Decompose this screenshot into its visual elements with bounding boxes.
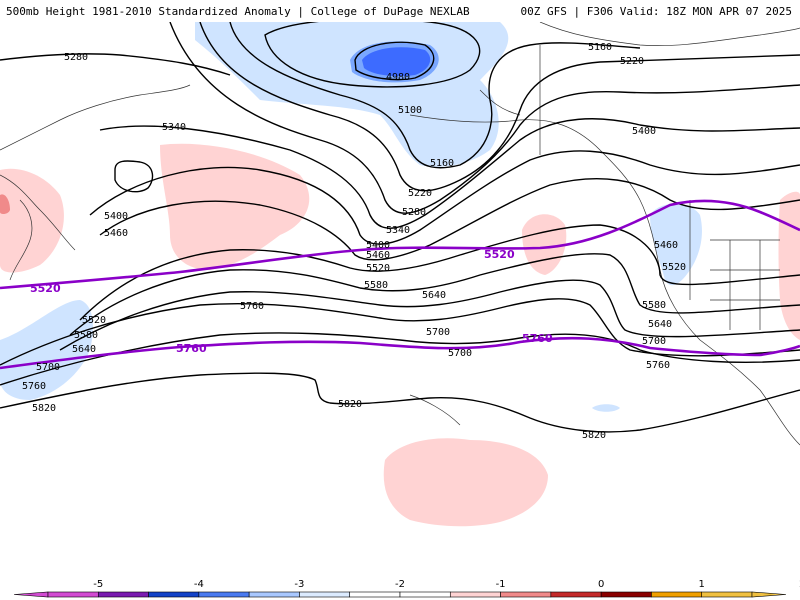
legend-color-swatch [399,591,451,598]
contour-label: 5580 [364,280,388,291]
contour-label: 5280 [402,207,426,218]
height-contours [0,22,800,433]
legend-color-swatch [148,591,200,598]
contour-label: 5520 [82,315,106,326]
legend-color-swatch [500,591,552,598]
contour-label: 4980 [386,72,410,83]
legend-color-swatch [198,591,250,598]
contour-label: 5400 [632,126,656,137]
negative-anomaly-center [362,47,431,77]
contour-label: 5520 [366,263,390,274]
contour-label: 5700 [448,348,472,359]
highlight-label: 5520 [484,248,515,261]
contour-label: 5640 [648,319,672,330]
legend-color-swatch [349,591,401,598]
contour-label: 5340 [386,225,410,236]
legend-tick-label: -5 [93,579,103,590]
color-scale-legend: -5-4-3-2-1012345 [0,577,800,600]
contour-label: 5700 [642,336,666,347]
contour-labels: 5280 4980 5100 5160 5160 5220 5220 5280 … [22,42,686,441]
legend-color-bar [13,591,787,598]
legend-tick-label: 1 [699,579,705,590]
contour-label: 5640 [72,344,96,355]
anomaly-shading [0,22,800,527]
legend-left-arrow [13,591,49,598]
legend-tick-label: -3 [294,579,304,590]
contour-label: 5220 [408,188,432,199]
map-header: 500mb Height 1981-2010 Standardized Anom… [0,0,800,22]
legend-color-swatch [97,591,149,598]
highlight-label: 5760 [176,342,207,355]
legend-color-swatch [550,591,602,598]
negative-anomaly-west-pacific [0,300,93,400]
contour-label: 5280 [64,52,88,63]
positive-anomaly-dark-core [0,194,10,215]
positive-anomaly-subtropics [383,438,548,527]
contour-label: 5820 [582,430,606,441]
legend-color-swatch [701,591,753,598]
legend-tick-label: -2 [395,579,405,590]
contour-label: 5220 [620,56,644,67]
highlight-label: 5760 [522,332,553,345]
highlight-label: 5520 [30,282,61,295]
legend-tick-labels: -5-4-3-2-1012345 [93,579,800,590]
contour-label: 5580 [74,330,98,341]
contour-label: 5400 [104,211,128,222]
contour-label: 5400 [366,240,390,251]
contour-label: 5160 [588,42,612,53]
contour-label: 5520 [662,262,686,273]
legend-color-swatch [248,591,300,598]
positive-anomaly-central-pacific [160,143,310,270]
contour-label: 5100 [398,105,422,116]
contour-label: 5760 [240,301,264,312]
legend-color-swatch [299,591,351,598]
weather-map[interactable]: 5280 4980 5100 5160 5160 5220 5220 5280 … [0,22,800,577]
legend-right-arrow [751,591,787,598]
legend-tick-label: -4 [194,579,204,590]
negative-anomaly-small [592,404,620,412]
contour-label: 5820 [338,399,362,410]
negative-anomaly-west-coast [650,203,702,286]
contour-label: 5700 [36,362,60,373]
contour-label: 5700 [426,327,450,338]
contour-label: 5580 [642,300,666,311]
legend-tick-label: 0 [598,579,604,590]
contour-label: 5760 [646,360,670,371]
positive-anomaly-us-southwest [778,191,800,340]
contour-label: 5460 [654,240,678,251]
legend-color-swatch [47,591,99,598]
model-run-info: 00Z GFS | F306 Valid: 18Z MON APR 07 202… [520,5,792,18]
contour-label: 5760 [22,381,46,392]
contour-label: 5340 [162,122,186,133]
contour-label: 5460 [104,228,128,239]
contour-label: 5820 [32,403,56,414]
coastlines [0,22,800,446]
highlighted-contour-labels: 5520 5520 5760 5760 [30,248,553,355]
contour-label: 5640 [422,290,446,301]
highlighted-contours [0,199,800,370]
map-title: 500mb Height 1981-2010 Standardized Anom… [6,5,470,18]
legend-color-swatch [600,591,652,598]
positive-anomaly-japan [0,168,64,273]
contour-label: 5460 [366,250,390,261]
legend-color-swatch [651,591,703,598]
legend-tick-label: -1 [496,579,506,590]
contour-label: 5160 [430,158,454,169]
legend-color-swatch [449,591,501,598]
